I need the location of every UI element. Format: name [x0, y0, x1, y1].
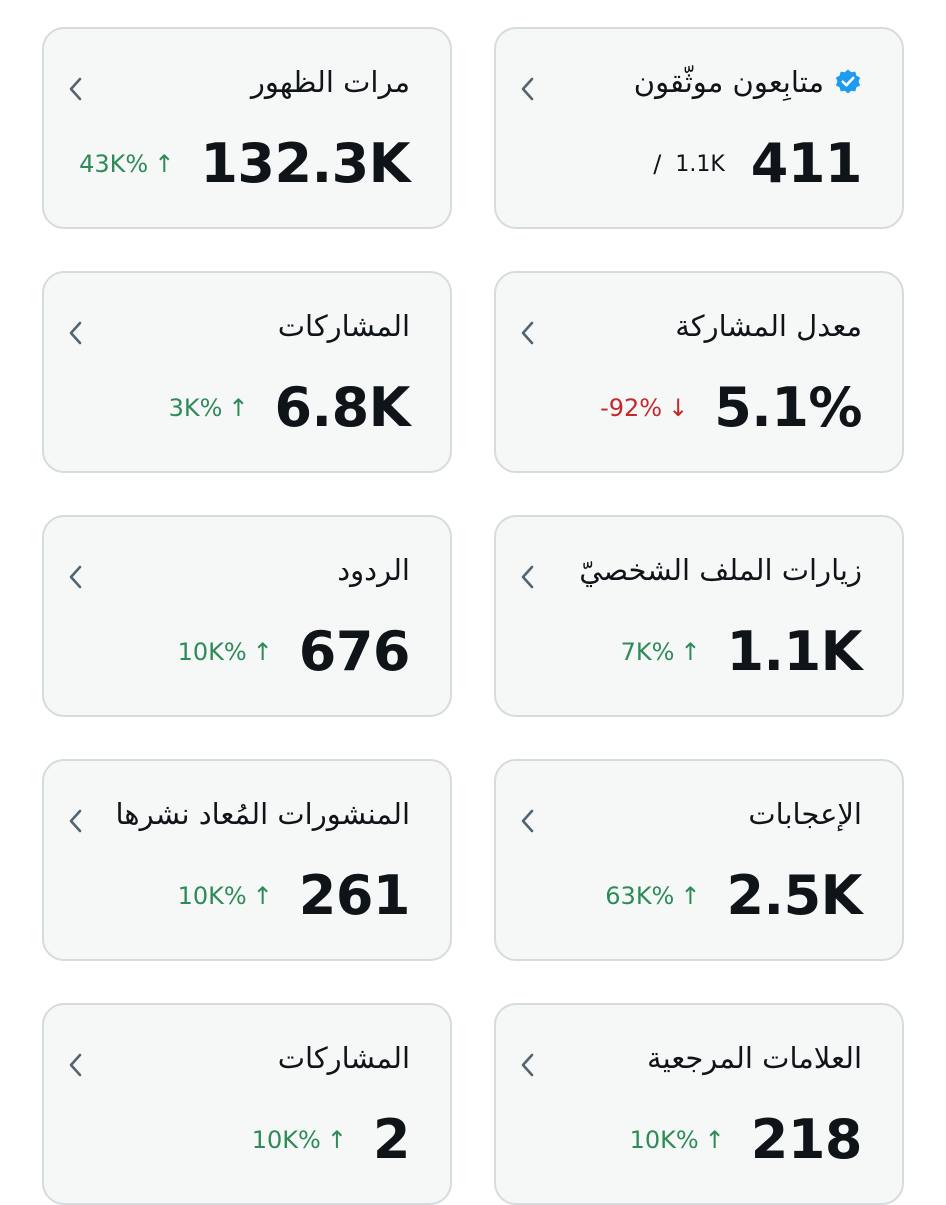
metric-value: 2: [372, 1108, 411, 1171]
arrow-up-icon: ↑: [704, 1126, 725, 1154]
metric-change: 10K% ↑: [630, 1128, 725, 1152]
metric-change: 3K% ↑: [169, 396, 249, 420]
card-replies[interactable]: الردود 676 10K% ↑: [42, 515, 452, 717]
chevron-left-icon: [66, 807, 84, 835]
card-engagement-rate[interactable]: معدل المشاركة 5.1% -92% ↓: [494, 271, 904, 473]
chevron-left-icon: [518, 75, 536, 103]
metric-change: -92% ↓: [600, 396, 688, 420]
chevron-left-icon: [518, 1051, 536, 1079]
metric-value: 6.8K: [274, 376, 410, 439]
metric-value: 676: [298, 620, 411, 683]
change-value: 10K%: [177, 638, 247, 666]
arrow-up-icon: ↑: [680, 638, 701, 666]
metric-change: 63K% ↑: [605, 884, 700, 908]
card-bookmarks[interactable]: العلامات المرجعية 218 10K% ↑: [494, 1003, 904, 1205]
change-value: 10K%: [629, 1126, 699, 1154]
arrow-up-icon: ↑: [252, 638, 273, 666]
metric-total: / 1.1K: [653, 150, 725, 178]
change-value: 43K%: [79, 150, 149, 178]
change-value: 63K%: [605, 882, 675, 910]
metric-value: 5.1%: [714, 376, 862, 439]
card-title: الردود: [337, 553, 410, 587]
total-value: 1.1K: [675, 151, 725, 177]
change-value: -92%: [600, 394, 663, 422]
verified-badge-icon: [834, 68, 862, 96]
change-value: 10K%: [251, 1126, 321, 1154]
chevron-left-icon: [66, 75, 84, 103]
card-reposts[interactable]: المنشورات المُعاد نشرها 261 10K% ↑: [42, 759, 452, 961]
card-profile-visits[interactable]: زيارات الملف الشخصيّ 1.1K 7K% ↑: [494, 515, 904, 717]
card-title: المشاركات: [277, 309, 410, 343]
arrow-up-icon: ↑: [154, 150, 175, 178]
card-title: متابِعون موثّقون: [633, 65, 824, 99]
metric-value: 411: [750, 132, 863, 195]
arrow-up-icon: ↑: [252, 882, 273, 910]
arrow-up-icon: ↑: [680, 882, 701, 910]
card-title: زيارات الملف الشخصيّ: [579, 553, 862, 587]
arrow-up-icon: ↑: [228, 394, 249, 422]
card-title: العلامات المرجعية: [647, 1041, 862, 1075]
chevron-left-icon: [66, 1051, 84, 1079]
arrow-up-icon: ↑: [326, 1126, 347, 1154]
chevron-left-icon: [66, 563, 84, 591]
metric-value: 218: [750, 1108, 863, 1171]
chevron-left-icon: [518, 807, 536, 835]
metric-change: 43K% ↑: [79, 152, 174, 176]
card-shares[interactable]: المشاركات 2 10K% ↑: [42, 1003, 452, 1205]
card-title: الإعجابات: [748, 797, 862, 831]
arrow-down-icon: ↓: [668, 394, 689, 422]
card-engagements[interactable]: المشاركات 6.8K 3K% ↑: [42, 271, 452, 473]
change-value: 3K%: [168, 394, 223, 422]
change-value: 10K%: [177, 882, 247, 910]
chevron-left-icon: [518, 563, 536, 591]
card-verified-followers[interactable]: متابِعون موثّقون 411 / 1.1K: [494, 27, 904, 229]
total-separator: /: [653, 150, 662, 178]
metric-change: 10K% ↑: [178, 640, 273, 664]
chevron-left-icon: [518, 319, 536, 347]
metric-change: 7K% ↑: [621, 640, 701, 664]
metric-value: 2.5K: [726, 864, 862, 927]
metric-change: 10K% ↑: [178, 884, 273, 908]
metric-value: 1.1K: [726, 620, 862, 683]
metric-value: 261: [298, 864, 411, 927]
card-title: المشاركات: [277, 1041, 410, 1075]
card-title: معدل المشاركة: [675, 309, 862, 343]
card-likes[interactable]: الإعجابات 2.5K 63K% ↑: [494, 759, 904, 961]
change-value: 7K%: [620, 638, 675, 666]
card-title: مرات الظهور: [250, 65, 410, 99]
metric-change: 10K% ↑: [252, 1128, 347, 1152]
card-impressions[interactable]: مرات الظهور 132.3K 43K% ↑: [42, 27, 452, 229]
metric-value: 132.3K: [200, 132, 410, 195]
chevron-left-icon: [66, 319, 84, 347]
card-title: المنشورات المُعاد نشرها: [115, 797, 410, 831]
